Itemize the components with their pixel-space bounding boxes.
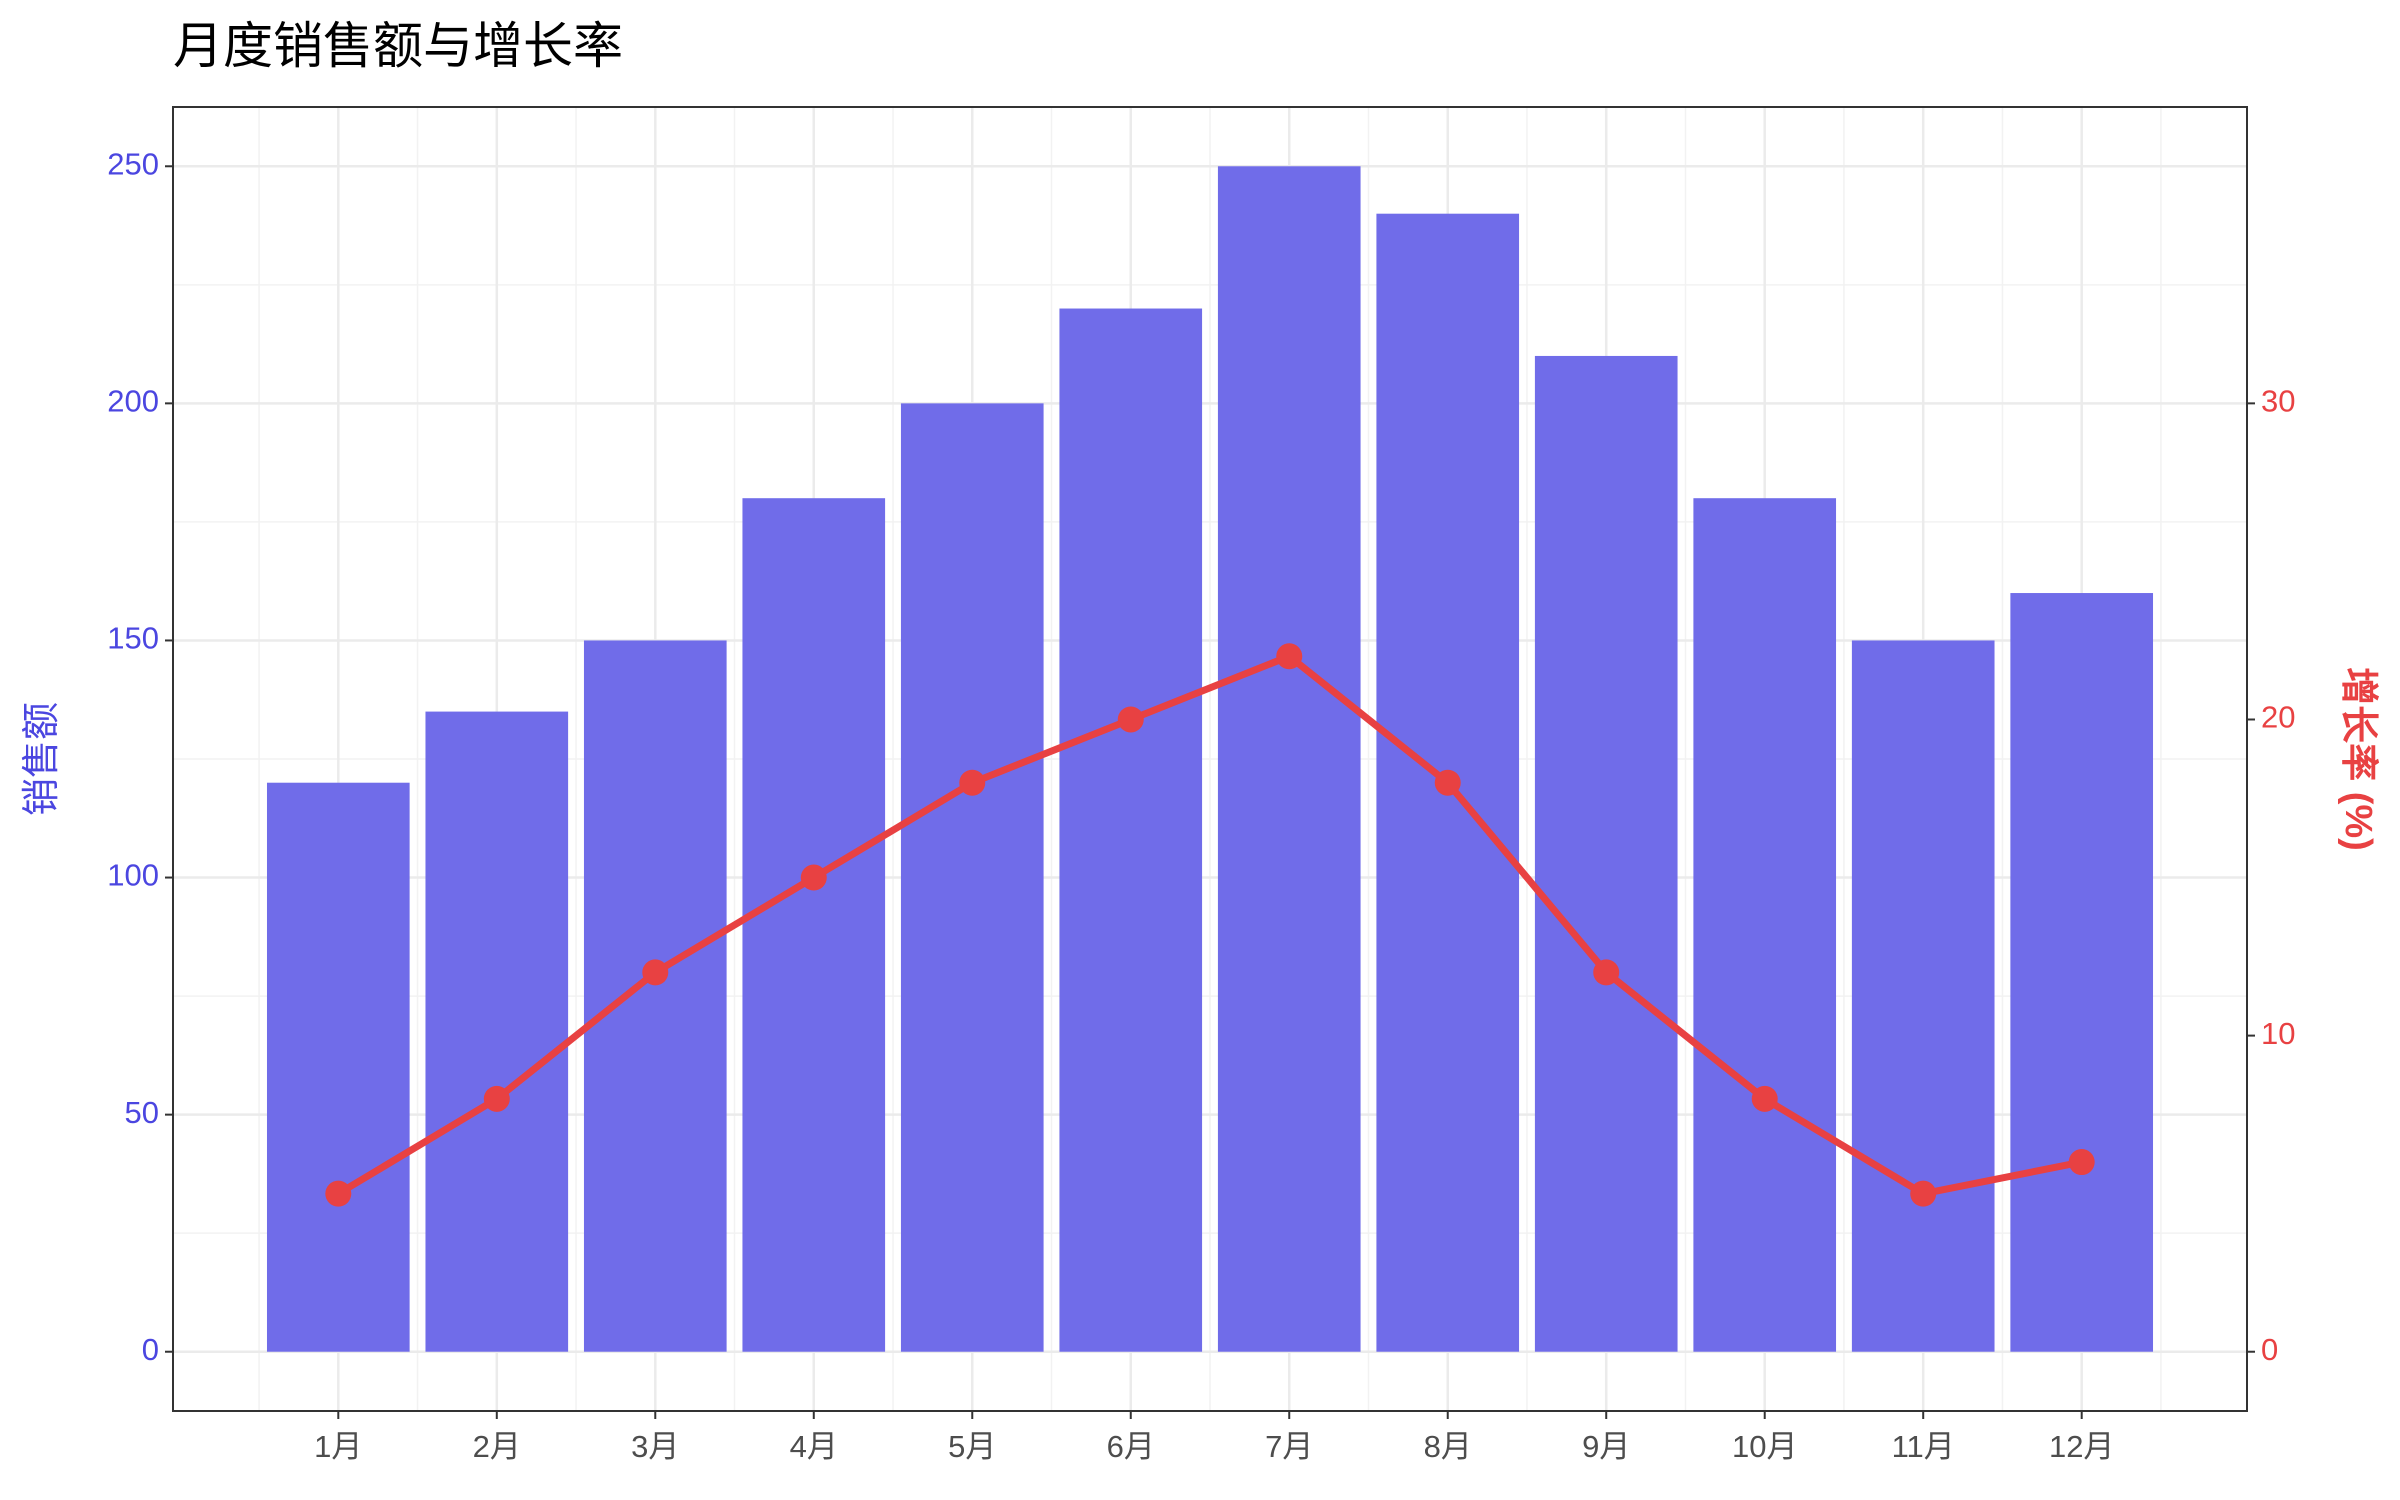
y-tick-label: 50 (125, 1095, 159, 1130)
point (1117, 706, 1144, 733)
point (325, 1180, 352, 1207)
bar (425, 711, 569, 1352)
x-tick-label: 3月 (631, 1429, 679, 1464)
point (2068, 1149, 2095, 1176)
point (959, 769, 986, 796)
x-tick-label: 7月 (1265, 1429, 1313, 1464)
bar (742, 498, 886, 1352)
point (1434, 769, 1461, 796)
y-tick-label: 150 (107, 621, 159, 656)
point (642, 959, 669, 986)
point (1910, 1180, 1937, 1207)
chart-title: 月度销售额与增长率 (173, 18, 623, 74)
line (336, 652, 2083, 1198)
y2-tick-label: 0 (2261, 1332, 2278, 1367)
y-axis-title: 销售额 (21, 702, 63, 816)
y2-tick-label: 20 (2261, 700, 2295, 735)
y2-tick-label: 30 (2261, 384, 2295, 419)
x-tick-label: 1月 (314, 1429, 362, 1464)
bar (1534, 355, 1678, 1352)
x-tick-label: 2月 (473, 1429, 521, 1464)
bar (583, 640, 727, 1352)
x-tick-label: 10月 (1732, 1429, 1797, 1464)
x-tick-label: 12月 (2049, 1429, 2114, 1464)
x-tick-label: 8月 (1424, 1429, 1472, 1464)
point (1276, 643, 1303, 670)
x-tick-label: 6月 (1107, 1429, 1155, 1464)
point (800, 864, 827, 891)
bar (1851, 640, 1995, 1352)
y-tick-label: 0 (142, 1332, 159, 1367)
bar (1217, 166, 1361, 1352)
y-tick-label: 250 (107, 146, 159, 181)
bar (1693, 498, 1837, 1352)
point (483, 1085, 510, 1112)
bar (1059, 308, 1203, 1352)
x-tick-label: 11月 (1892, 1429, 1955, 1464)
panel-border (172, 106, 2248, 1412)
bar (2010, 593, 2154, 1352)
x-tick-label: 9月 (1582, 1429, 1630, 1464)
x-tick-label: 4月 (790, 1429, 838, 1464)
y-tick-label: 100 (107, 858, 159, 893)
y2-axis-title: 增长率 (%) (2337, 667, 2379, 851)
point (1593, 959, 1620, 986)
bar (266, 782, 410, 1352)
bar (900, 403, 1044, 1352)
y2-tick-label: 10 (2261, 1016, 2295, 1051)
y-tick-label: 200 (107, 384, 159, 419)
x-tick-label: 5月 (948, 1429, 996, 1464)
point (1751, 1085, 1778, 1112)
